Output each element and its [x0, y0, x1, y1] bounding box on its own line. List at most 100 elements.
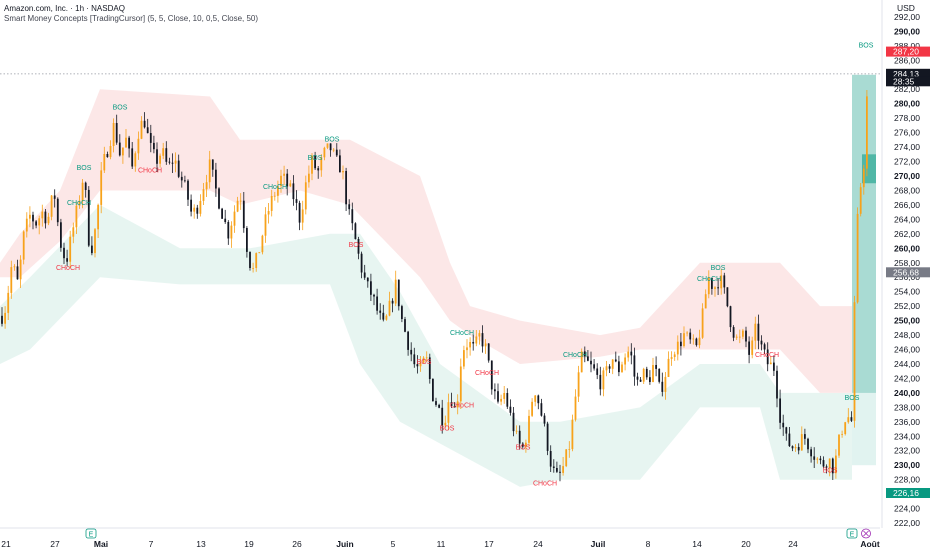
svg-text:28:35: 28:35: [893, 76, 915, 86]
smc-label: BOS: [325, 136, 340, 143]
candle: [81, 179, 84, 209]
candle: [692, 334, 695, 345]
smc-label: CHoCH: [450, 330, 474, 337]
candle: [540, 398, 543, 417]
candle: [432, 378, 434, 402]
candle: [112, 118, 115, 153]
candle: [642, 367, 645, 384]
candle: [354, 222, 357, 240]
x-tick-label: 24: [788, 539, 798, 549]
candle: [500, 394, 502, 406]
candle: [283, 165, 285, 186]
svg-text:E: E: [89, 532, 94, 539]
candle: [478, 330, 481, 345]
candle: [695, 337, 698, 347]
candle: [664, 372, 667, 400]
x-tick-label: 13: [196, 539, 206, 549]
candle: [769, 356, 772, 365]
candle: [587, 350, 589, 362]
candle: [60, 218, 62, 252]
x-tick-label: 26: [292, 539, 302, 549]
price-axis[interactable]: USD222,00224,00226,00228,00230,00232,002…: [881, 0, 920, 528]
candle: [1, 307, 3, 327]
candle: [425, 351, 428, 362]
earnings-icon[interactable]: E: [846, 528, 858, 539]
y-tick-label: 238,00: [894, 402, 920, 412]
candle: [825, 464, 828, 474]
currency-label: USD: [897, 3, 915, 13]
candle: [614, 351, 617, 363]
candle: [100, 162, 103, 214]
candle: [649, 370, 651, 385]
candle: [140, 116, 143, 140]
candle: [295, 190, 298, 211]
discount-zone: [0, 204, 852, 487]
candle: [230, 221, 233, 248]
candle: [106, 151, 109, 158]
candle: [618, 355, 620, 377]
candle: [800, 426, 803, 451]
smc-label: BOS: [113, 105, 128, 112]
candle: [506, 388, 509, 409]
candle: [407, 330, 409, 356]
y-tick-label: 224,00: [894, 504, 920, 514]
candles: [1, 90, 868, 482]
y-tick-label: 290,00: [894, 26, 920, 36]
candle: [686, 331, 688, 337]
candle: [751, 336, 754, 359]
x-tick-label: 27: [50, 539, 60, 549]
candle: [208, 150, 211, 189]
smc-label: BOS: [845, 395, 860, 402]
candle: [782, 414, 785, 436]
candle: [162, 142, 165, 160]
time-axis[interactable]: 21 27 Mai 7 13 19 26 Juin 5 11 17 24 Juil 8 14 20 24 Août…: [0, 527, 880, 549]
price-tag-red: 287,20: [886, 46, 930, 57]
candle: [652, 357, 654, 383]
candle: [196, 204, 199, 219]
candle: [844, 421, 847, 436]
candle: [345, 167, 347, 211]
candle: [109, 140, 112, 160]
candle: [608, 364, 611, 373]
candle: [202, 183, 205, 205]
candle: [438, 403, 440, 409]
y-tick-label: 222,00: [894, 518, 920, 528]
candle: [63, 242, 65, 264]
candle: [521, 442, 524, 449]
smc-label: BOS: [516, 444, 531, 451]
candle: [304, 175, 307, 215]
candle: [397, 279, 400, 311]
candle: [583, 346, 586, 363]
candle: [450, 392, 453, 408]
candle: [745, 326, 747, 348]
split-marker-icon[interactable]: [861, 528, 871, 539]
x-tick-label: 8: [646, 539, 651, 549]
candle: [546, 421, 549, 456]
candle: [394, 270, 397, 307]
candle: [658, 368, 661, 384]
y-tick-label: 278,00: [894, 113, 920, 123]
candle: [149, 124, 152, 153]
price-tag-current: 284,13: [886, 68, 930, 79]
x-tick-label: 20: [741, 539, 751, 549]
indicator-legend[interactable]: Smart Money Concepts [TradingCursor] (5,…: [4, 14, 259, 23]
candle: [534, 395, 537, 407]
candle: [115, 114, 118, 145]
x-tick-label: 5: [391, 539, 396, 549]
symbol-title[interactable]: Amazon.com, Inc. · 1h · NASDAQ: [4, 4, 125, 13]
candle: [742, 328, 744, 340]
candle: [720, 269, 723, 295]
candle: [453, 402, 456, 408]
earnings-icon[interactable]: E: [85, 528, 97, 539]
candle: [35, 220, 37, 229]
candle: [25, 212, 28, 238]
x-tick-label: 7: [149, 539, 154, 549]
x-tick-label: 11: [437, 539, 446, 549]
candle: [242, 192, 245, 233]
price-tag-green: 226,16: [886, 488, 930, 498]
candle: [611, 359, 614, 375]
svg-text:284,13: 284,13: [893, 69, 919, 79]
candle: [224, 209, 227, 224]
smc-label: CHoCH: [755, 352, 779, 359]
